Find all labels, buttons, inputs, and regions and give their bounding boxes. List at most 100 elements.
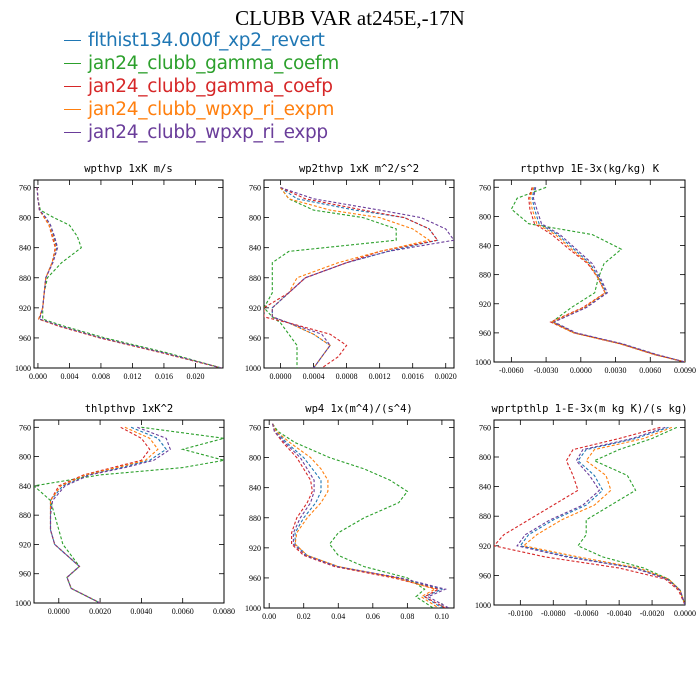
y-tick-label: 840 [479,242,491,251]
y-tick-label: 800 [479,212,491,221]
y-tick-label: 960 [479,571,491,580]
series-line [272,423,434,608]
y-tick-label: 800 [249,454,261,463]
series-line [271,187,439,368]
y-tick-label: 840 [479,483,491,492]
series-line [271,186,454,368]
y-tick-label: 920 [249,544,261,553]
legend-label: jan24_clubb_wpxp_ri_expp [88,122,328,143]
y-tick-label: 800 [479,453,491,462]
series-line [272,423,444,608]
x-tick-label: -0.0060 [499,366,524,375]
panel-title: wp2thvp 1xK m^2/s^2 [299,163,419,175]
x-tick-label: 0.0080 [213,607,235,616]
series-line [529,187,685,362]
x-tick-label: -0.0060 [574,609,599,618]
y-tick-label: 840 [19,244,31,253]
series-line [531,187,685,362]
legend-swatch [64,63,81,64]
y-tick-label: 840 [19,482,31,491]
x-tick-label: 0.0000 [270,372,292,381]
y-tick-label: 920 [249,304,261,313]
legend-label: jan24_clubb_gamma_coefp [88,76,333,97]
x-tick-label: -0.0080 [541,609,566,618]
x-tick-label: -0.0100 [508,609,533,618]
chart-panel: wpthvp 1xK m/s76080084088092096010000.00… [15,163,224,381]
panel-title: rtpthvp 1E-3x(kg/kg) K [520,163,660,175]
series-line [264,186,439,368]
legend-label: jan24_clubb_wpxp_ri_expm [88,99,335,120]
y-tick-label: 960 [479,329,491,338]
legend-swatch [64,132,81,133]
x-tick-label: 0.0020 [89,607,111,616]
y-tick-label: 960 [249,334,261,343]
y-tick-label: 760 [19,184,31,193]
x-tick-label: 0.016 [155,372,173,381]
x-tick-label: 0.0040 [130,607,152,616]
x-tick-label: 0.0016 [402,372,424,381]
x-tick-label: 0.0060 [639,366,661,375]
chart-panel: rtpthvp 1E-3x(kg/kg) K 760 800 840 880 920 960… [475,163,696,375]
panel-title: wpthvp 1xK m/s [84,163,173,175]
panel-title: thlpthvp 1xK^2 [85,403,174,415]
y-tick-label: 800 [19,453,31,462]
y-tick-label: 920 [479,300,491,309]
series-line [36,187,222,368]
y-tick-label: 880 [479,512,491,521]
y-tick-label: 920 [19,304,31,313]
y-tick-label: 1000 [15,599,31,608]
series-line [519,426,685,605]
series-line [36,187,222,368]
x-tick-label: 0.04 [331,612,345,621]
y-tick-label: 960 [19,334,31,343]
x-tick-label: 0.012 [123,372,141,381]
series-line [34,426,224,603]
y-tick-label: 920 [479,542,491,551]
y-tick-label: 1000 [475,601,491,610]
y-tick-label: 960 [19,570,31,579]
chart-panel: wprtpthlp 1-E-3x(m kg K)/(s kg)760 800 840… [475,403,696,618]
plot-frame [263,419,455,609]
x-tick-label: 0.0004 [303,372,325,381]
series-line [49,426,159,603]
x-tick-label: 0.06 [366,612,380,621]
y-tick-label: 1000 [15,364,31,373]
x-tick-label: 0.0000 [674,609,696,618]
series-line [49,426,167,603]
x-tick-label: 0.0030 [605,366,627,375]
panel-title: wp4 1x(m^4)/(s^4) [305,403,412,415]
legend-swatch [64,109,81,110]
x-tick-label: 0.0000 [48,607,70,616]
plot-frame [33,419,225,604]
series-line [36,187,222,368]
x-tick-label: 0.10 [435,612,449,621]
x-tick-label: 0.00 [262,612,276,621]
series-line [532,187,685,362]
y-tick-label: 760 [479,183,491,192]
y-tick-label: 760 [19,423,31,432]
series-line [272,423,439,608]
y-tick-label: 880 [249,514,261,523]
legend-item: flthist134.000f_xp2_revert [64,29,339,52]
plot-frame [493,419,686,606]
y-tick-label: 800 [249,214,261,223]
legend: flthist134.000f_xp2_revert jan24_clubb_ga… [64,29,339,144]
x-tick-label: 0.0090 [674,366,696,375]
series-line [49,426,151,603]
legend-label: flthist134.000f_xp2_revert [88,30,325,51]
figure-title: CLUBB VAR at245E,-17N [235,6,465,30]
y-tick-label: 760 [249,424,261,433]
series-line [272,423,450,608]
legend-item: jan24_clubb_wpxp_ri_expm [64,98,339,121]
y-tick-label: 760 [479,423,491,432]
series-line [271,187,431,368]
x-tick-label: 0.08 [400,612,414,621]
x-tick-label: -0.0030 [534,366,559,375]
series-line [49,426,171,603]
panel-title: wprtpthlp 1-E-3x(m kg K)/(s kg) [492,403,688,415]
x-tick-label: 0.0008 [336,372,358,381]
y-tick-label: 1000 [475,358,491,367]
y-tick-label: 1000 [245,364,261,373]
series-line [264,187,397,368]
